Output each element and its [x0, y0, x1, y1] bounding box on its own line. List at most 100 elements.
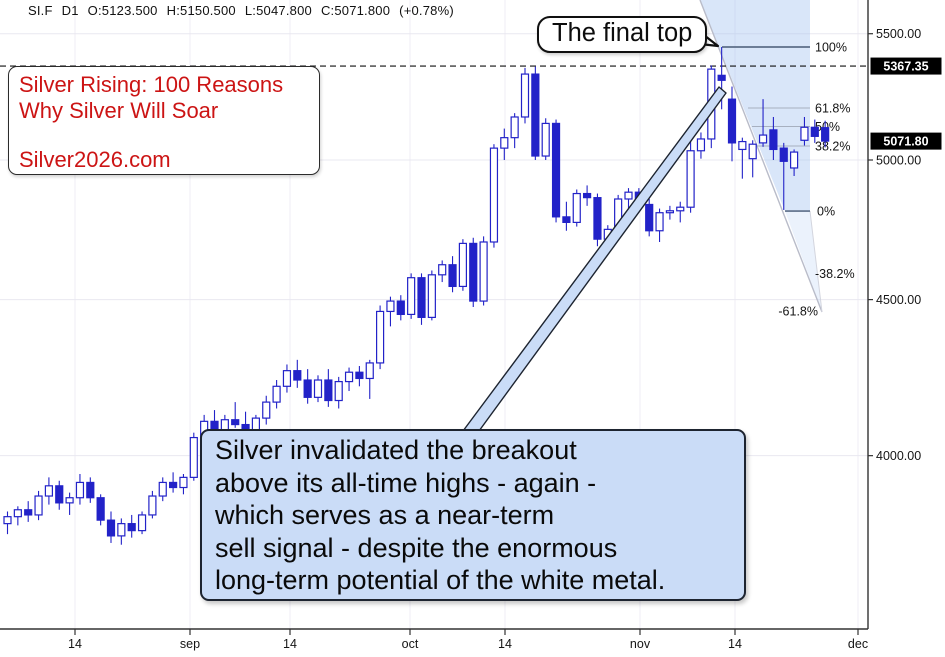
candle-body	[148, 495, 157, 516]
candle-body	[821, 127, 830, 142]
candle-body	[137, 514, 147, 532]
close-value: C:5071.800	[320, 3, 391, 18]
analysis-line-3: which serves as a near-term	[215, 500, 555, 530]
candle-body	[189, 436, 198, 478]
candle-body	[365, 362, 374, 380]
svg-text:4000.00: 4000.00	[876, 449, 921, 463]
candle-body	[655, 212, 664, 232]
candle-body	[469, 242, 478, 302]
svg-text:14: 14	[68, 637, 82, 651]
candle-body	[75, 481, 85, 499]
candle-body	[13, 509, 22, 518]
candle-body	[231, 419, 240, 426]
candle-body	[479, 241, 488, 302]
svg-text:5500.00: 5500.00	[876, 27, 921, 41]
candle-body	[748, 143, 757, 160]
candle-body	[582, 192, 592, 199]
svg-text:sep: sep	[180, 637, 200, 651]
symbol-label: SI.F	[28, 3, 53, 18]
candle-body	[779, 147, 788, 162]
candle-body	[324, 379, 333, 402]
candle-body	[3, 516, 12, 525]
svg-text:14: 14	[498, 637, 512, 651]
candle-body	[665, 210, 675, 214]
promo-line-1: Silver Rising: 100 Reasons	[19, 72, 284, 97]
analysis-callout-box: Silver invalidated the breakout above it…	[200, 429, 746, 601]
candle-body	[645, 203, 654, 232]
candle-body	[117, 523, 126, 537]
svg-text:14: 14	[728, 637, 742, 651]
candle-body	[448, 264, 457, 288]
candle-body	[624, 191, 633, 200]
promo-line-2: Why Silver Will Soar	[19, 98, 219, 123]
candle-body	[86, 481, 95, 499]
candle-body	[293, 370, 302, 381]
candle-body	[676, 206, 685, 212]
candle-body	[686, 150, 695, 208]
svg-text:-61.8%: -61.8%	[778, 304, 818, 318]
candle-body	[169, 481, 178, 489]
candle-body	[334, 380, 343, 402]
svg-text:38.2%: 38.2%	[815, 140, 850, 154]
candle-body	[407, 277, 416, 316]
analysis-line-1: Silver invalidated the breakout	[215, 435, 577, 465]
svg-text:-38.2%: -38.2%	[815, 267, 855, 281]
candle-body	[551, 122, 561, 218]
candle-body	[810, 126, 819, 137]
promo-annotation-box: Silver Rising: 100 Reasons Why Silver Wi…	[8, 66, 320, 175]
promo-spacer	[19, 124, 309, 147]
candle-body	[417, 277, 426, 318]
candle-body	[520, 73, 530, 118]
candle-body	[458, 242, 467, 288]
promo-url: Silver2026.com	[19, 147, 171, 172]
svg-text:dec: dec	[848, 637, 868, 651]
low-value: L:5047.800	[244, 3, 312, 18]
svg-text:0%: 0%	[817, 205, 835, 219]
candle-body	[158, 481, 167, 497]
candle-body	[313, 379, 323, 398]
svg-text:5071.80: 5071.80	[883, 135, 928, 149]
candle-body	[562, 216, 571, 223]
svg-text:14: 14	[283, 637, 297, 651]
final-top-label: The final top	[552, 19, 693, 47]
x-axis-labels: 14 sep 14 oct 14 nov 14 dec	[68, 629, 868, 651]
candle-body	[572, 192, 581, 223]
candle-body	[106, 519, 116, 537]
last-price-badge	[870, 132, 942, 150]
analysis-line-4: sell signal - despite the enormous	[215, 532, 618, 563]
level-badge	[870, 57, 942, 75]
candle-body	[696, 138, 706, 152]
candle-body	[727, 98, 737, 144]
candle-body	[355, 371, 364, 380]
axes	[0, 0, 869, 630]
candle-body	[65, 497, 74, 504]
candle-body	[769, 129, 778, 151]
candle-body	[500, 137, 509, 149]
candle-body	[282, 370, 292, 387]
candle-body	[541, 122, 550, 157]
candle-body	[386, 300, 395, 313]
y-axis-labels: 5500.00 5000.00 4500.00 4000.00	[868, 27, 921, 463]
candle-body	[272, 385, 281, 403]
candle-body	[344, 371, 354, 383]
svg-text:100%: 100%	[815, 41, 847, 55]
candle-body	[510, 116, 519, 139]
price-badges: 5367.35 5071.80	[870, 57, 942, 150]
candle-body	[396, 300, 405, 316]
candle-body	[789, 151, 799, 169]
svg-text:4500.00: 4500.00	[876, 293, 921, 307]
candle-body	[44, 485, 54, 497]
analysis-line-5: long-term potential of the white metal.	[215, 565, 666, 595]
candle-body	[24, 509, 33, 516]
candle-body	[800, 126, 809, 141]
candle-body	[34, 495, 43, 516]
candle-body	[303, 379, 312, 398]
candle-body	[262, 401, 271, 419]
high-value: H:5150.500	[166, 3, 236, 18]
svg-text:5000.00: 5000.00	[876, 154, 921, 168]
candle-body	[376, 310, 385, 364]
final-top-callout: The final top	[537, 16, 708, 53]
candle-body	[55, 485, 64, 504]
